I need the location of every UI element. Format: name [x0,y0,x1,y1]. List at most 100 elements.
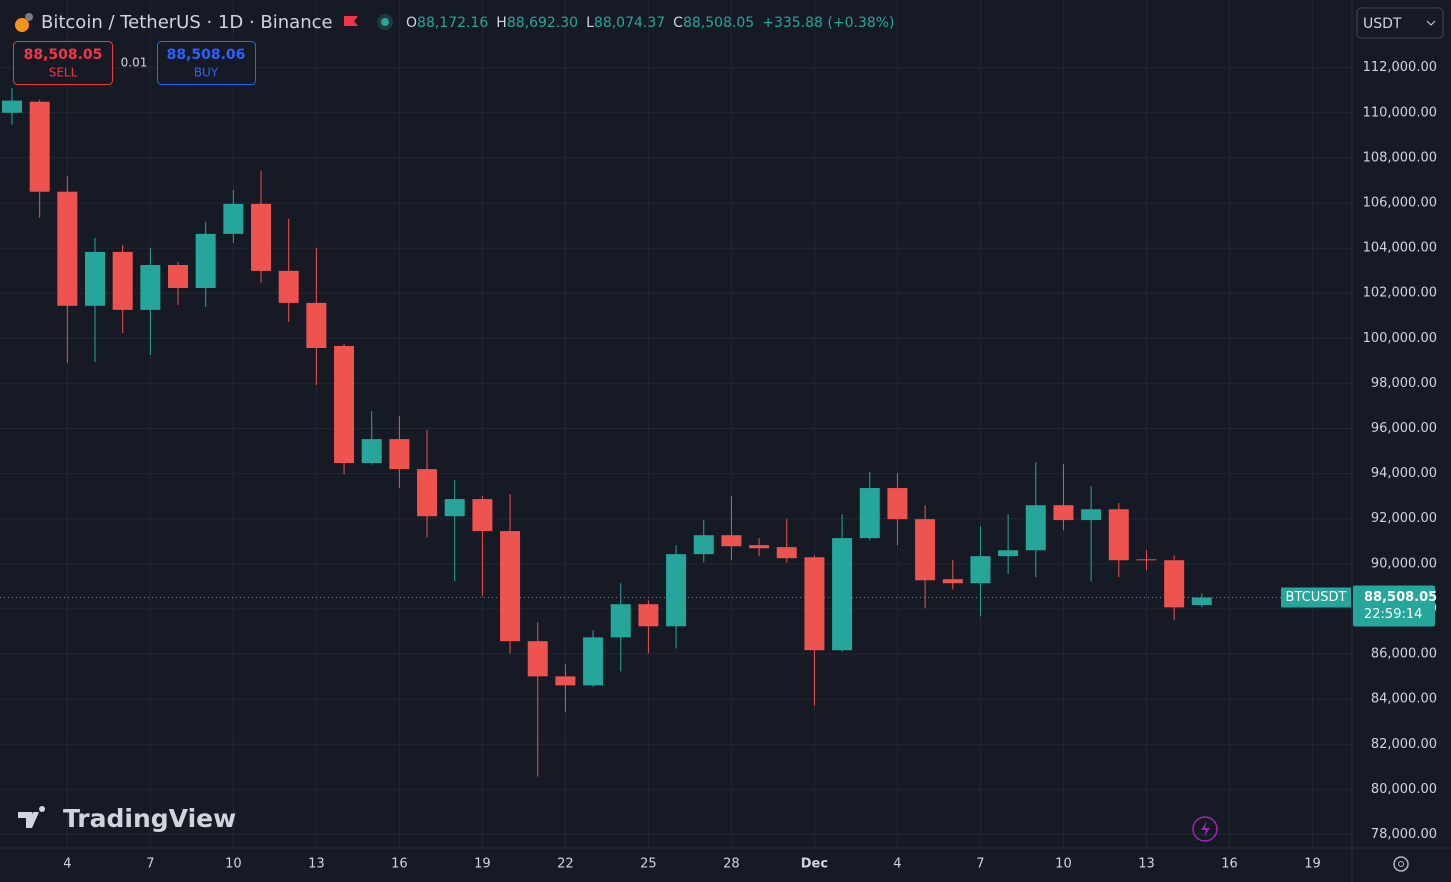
sell-button[interactable] [13,41,113,85]
y-tick-label: 84,000.00 [1371,692,1437,707]
x-tick-label: 16 [391,857,408,872]
x-tick-label: 4 [893,857,901,872]
y-tick-label: 98,000.00 [1371,376,1437,391]
chevron [1426,20,1436,26]
candle-body [306,302,327,348]
y-tick-label: 110,000.00 [1363,105,1437,120]
settings-icon[interactable] [1393,856,1409,872]
candle-body [832,538,853,651]
x-tick-label: 19 [474,857,491,872]
logo-icon [18,806,46,828]
alert-icon[interactable] [1192,816,1218,842]
buy-label[interactable]: BUY [194,66,219,80]
axes: 78,000.00 80,000.00 82,000.00 84,000.00 86,0… [63,60,1437,871]
candle-body [1053,505,1074,521]
y-tick-label: 86,000.00 [1371,647,1437,662]
y-tick-label: 112,000.00 [1363,60,1437,75]
symbol-tag [1281,587,1351,608]
y-tick-label: 104,000.00 [1363,241,1437,256]
candle-body [1191,597,1212,606]
candle-body [1136,559,1157,561]
candle-body [168,265,189,289]
sell-price[interactable]: 88,508.05 [24,47,103,63]
candle-body [942,579,963,584]
y-tick-label: 106,000.00 [1363,195,1437,210]
candle-body [195,233,216,289]
candle-body [278,270,299,303]
x-tick-label: 7 [146,857,154,872]
candle-body [140,265,161,310]
candle-body [417,469,438,517]
candle-body [389,439,410,470]
candle-body [721,535,742,547]
x-tick-label: 28 [723,857,740,872]
candle-body [666,554,687,627]
y-tick-label: 102,000.00 [1363,286,1437,301]
x-tick-label: 25 [640,857,657,872]
candle-body [527,641,548,677]
symbol-tag-text: BTCUSDT [1286,590,1347,605]
candle-body [1081,509,1102,521]
candle-body [555,676,576,686]
buy-price[interactable]: 88,508.06 [167,47,246,63]
ohlc-label: C [673,15,683,31]
candle-body [915,519,936,581]
y-tick-label: 100,000.00 [1363,331,1437,346]
coin-icon [15,18,29,32]
candle-body [887,488,908,520]
buy-button[interactable] [157,41,256,85]
ohlc-value: 88,074.37 [594,15,665,31]
y-tick-label: 78,000.00 [1371,827,1437,842]
candle-body [472,499,493,532]
y-tick-label: 96,000.00 [1371,421,1437,436]
candle-body [444,499,465,517]
candle-body [998,550,1019,557]
x-tick-label: 13 [1138,857,1155,872]
y-tick-label: 82,000.00 [1371,737,1437,752]
ohlc-value: 88,692.30 [507,15,578,31]
candle-body [638,604,659,627]
currency-select[interactable] [1356,7,1444,39]
candle-body [500,531,521,642]
candle-body [251,203,272,271]
candle-body [583,637,604,686]
change: +335.88 (+0.38%) [762,15,894,31]
symbol-title: Bitcoin / TetherUS · 1D · Binance [41,12,333,33]
grid [0,0,1352,848]
y-tick-label: 90,000.00 [1371,556,1437,571]
bolt [1201,821,1210,837]
ohlc-label: H [496,15,507,31]
ohlc-value: 88,508.05 [683,15,754,31]
ohlc-label: L [586,15,594,31]
candle-body [804,557,825,651]
ohlc-value: 88,172.16 [417,15,488,31]
x-tick-label: 10 [1055,857,1072,872]
logo-text: TradingView [63,804,236,833]
candle-body [776,547,797,559]
candle-body [57,191,78,306]
exchange-icon [25,13,33,21]
candle-body [223,203,244,234]
candle-body [1164,560,1185,608]
candle-body [361,439,382,464]
price-tag [1353,585,1435,627]
x-tick-label: Dec [801,857,828,872]
x-tick-label: 4 [63,857,71,872]
x-tick-label: 10 [225,857,242,872]
x-tick-label: 7 [976,857,984,872]
x-tick-label: 13 [308,857,325,872]
candle-body [859,488,880,539]
candle-body [334,345,355,464]
sell-label[interactable]: SELL [49,66,78,80]
quantity[interactable]: 0.01 [121,56,148,70]
candle-body [1108,509,1129,561]
currency[interactable]: USDT [1363,16,1402,32]
y-tick-label: 94,000.00 [1371,466,1437,481]
candle-body [693,535,714,555]
candle-body [749,545,770,549]
x-tick-label: 22 [557,857,574,872]
candle-body [1025,505,1046,551]
